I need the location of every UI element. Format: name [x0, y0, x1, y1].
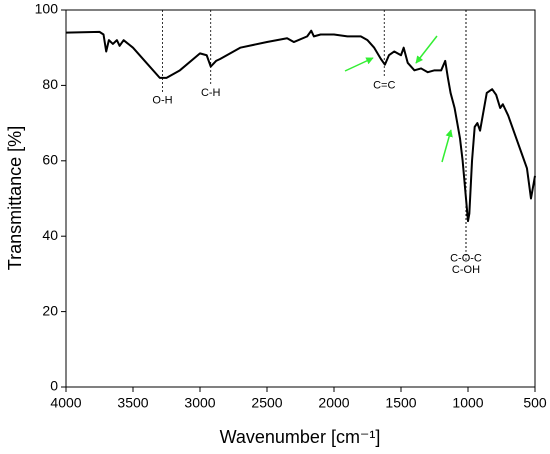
x-tick-label: 1000	[452, 395, 483, 411]
x-tick-label: 2500	[251, 395, 282, 411]
arrow	[415, 35, 438, 64]
arrows	[344, 35, 453, 163]
arrow	[441, 129, 453, 163]
x-axis-title: Wavenumber [cm⁻¹]	[220, 427, 381, 447]
x-tick-label: 3500	[117, 395, 148, 411]
y-tick-label: 20	[42, 302, 58, 318]
x-tick-label: 1500	[385, 395, 416, 411]
y-tick-label: 60	[42, 152, 58, 168]
y-axis-title: Transmittance [%]	[5, 126, 25, 270]
annotation-label: C-OH	[452, 264, 480, 276]
y-tick-label: 0	[50, 378, 58, 394]
arrow	[344, 57, 374, 72]
y-tick-label: 40	[42, 227, 58, 243]
annotation-label: C=C	[373, 79, 395, 91]
x-tick-label: 500	[523, 395, 547, 411]
annotation-label: C-H	[201, 87, 221, 99]
y-tick-label: 100	[35, 1, 59, 17]
annotation-label: O-H	[152, 94, 172, 106]
x-tick-label: 2000	[318, 395, 349, 411]
x-tick-label: 3000	[184, 395, 215, 411]
spectrum-line	[65, 29, 536, 223]
plot-frame	[65, 9, 536, 388]
y-tick-label: 80	[42, 76, 58, 92]
x-tick-label: 4000	[50, 395, 81, 411]
